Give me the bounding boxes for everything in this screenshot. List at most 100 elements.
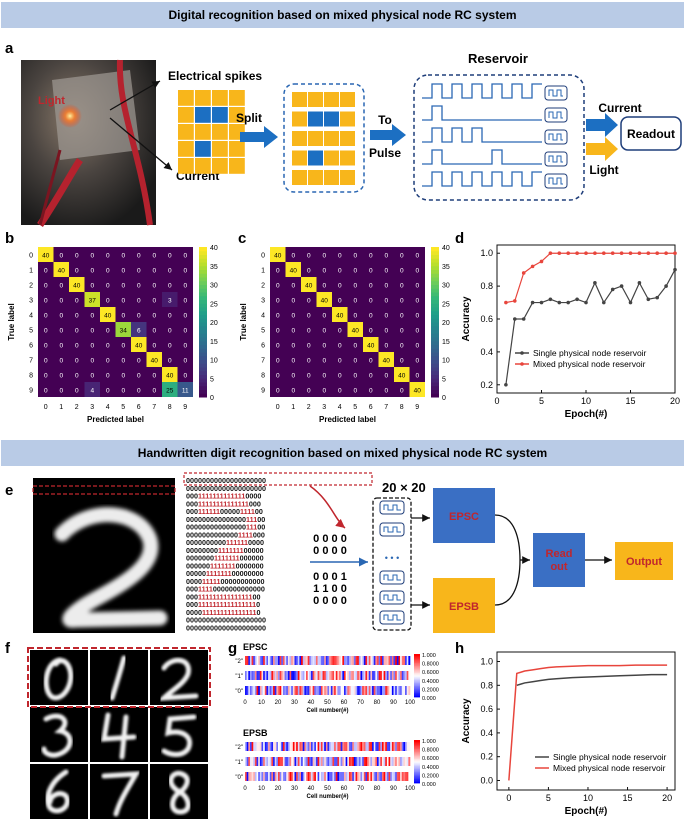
- matrix-digit: 0: [260, 561, 264, 570]
- heatmap-cell: [292, 772, 295, 781]
- cm-value: 0: [307, 388, 311, 395]
- cm-cell: [301, 307, 317, 322]
- heatmap-cell: [390, 671, 393, 680]
- row-label: "2": [235, 659, 243, 665]
- cm-cell: [84, 292, 100, 307]
- heatmap-cell: [278, 656, 280, 665]
- heatmap-cell: [320, 772, 323, 781]
- cm-cell: [146, 382, 162, 397]
- matrix-digit: 0: [260, 538, 264, 547]
- panel-f-digit-grid: [27, 647, 211, 819]
- matrix-digit: 0: [186, 623, 190, 632]
- cm-cell: [363, 247, 379, 262]
- colorbar-segment: [199, 295, 207, 300]
- heatmap-cell: [395, 686, 398, 695]
- matrix-digit: 0: [258, 623, 262, 632]
- matrix-digit: 1: [227, 492, 231, 501]
- heatmap-cell: [400, 686, 403, 695]
- colorbar-segment: [199, 359, 207, 364]
- colorbar-segment: [414, 661, 420, 663]
- node-icon-glyph: [548, 89, 563, 97]
- colorbar-segment: [199, 355, 207, 360]
- y-axis-label: True label: [7, 303, 16, 340]
- heatmap-cell: [386, 757, 389, 766]
- cm-value: 0: [338, 298, 342, 305]
- heatmap-cell: [258, 772, 261, 781]
- matrix-digit: 1: [214, 561, 218, 570]
- heatmap-cell: [263, 742, 266, 751]
- heatmap-cell: [273, 686, 275, 695]
- colorbar-segment: [199, 382, 207, 387]
- matrix-digit: 1: [230, 600, 234, 609]
- heatmap-cell: [353, 671, 356, 680]
- matrix-digit: 0: [253, 499, 257, 508]
- heatmap-cell: [401, 742, 404, 751]
- heatmap-cell: [365, 671, 368, 680]
- matrix-digit: 0: [198, 561, 202, 570]
- matrix-digit: 0: [257, 530, 261, 539]
- y-tick-label: 0: [261, 253, 265, 260]
- cm-value: 0: [121, 253, 125, 260]
- cm-cell: [394, 367, 410, 382]
- heatmap-cell: [381, 686, 384, 695]
- cm-value: 0: [353, 343, 357, 350]
- matrix-digit: 0: [250, 484, 254, 493]
- cm-cell: [53, 352, 69, 367]
- matrix-digit: 0: [257, 492, 261, 501]
- colorbar-segment: [414, 744, 420, 747]
- heatmap-cell: [330, 686, 333, 695]
- matrix-digit: 0: [214, 515, 218, 524]
- panel-a-diagram: Light Electrical spikes Current Split To…: [21, 51, 682, 227]
- matrix-digit: 0: [206, 546, 210, 555]
- heatmap-cell: [315, 757, 318, 766]
- data-point: [557, 300, 562, 305]
- heatmap-cell: [273, 772, 275, 781]
- cm-cell: [332, 382, 348, 397]
- cm-value: 0: [369, 373, 373, 380]
- cm-value: 0: [152, 253, 156, 260]
- data-point: [655, 251, 659, 256]
- matrix-digit: 0: [262, 484, 266, 493]
- x-tick-label: 20: [275, 700, 282, 706]
- matrix-digit: 0: [214, 530, 218, 539]
- heatmap-cell: [345, 757, 348, 766]
- cm-value: 0: [59, 358, 63, 365]
- heatmap-cell: [307, 742, 310, 751]
- row-label: "1": [235, 674, 243, 680]
- heatmap-cell: [254, 656, 257, 665]
- pulse-train: [422, 149, 542, 165]
- heatmap-cell: [286, 656, 289, 665]
- colorbar-tick: 25: [210, 301, 218, 308]
- cm-cell: [100, 247, 116, 262]
- colorbar-segment: [431, 367, 439, 372]
- colorbar-segment: [414, 694, 420, 696]
- data-point: [539, 300, 544, 305]
- heatmap-cell: [350, 656, 353, 665]
- cm-cell: [131, 262, 147, 277]
- cm-value: 0: [353, 283, 357, 290]
- y-tick-label: 0.6: [480, 704, 493, 714]
- heatmap-cell: [246, 772, 249, 781]
- cm-value: 0: [137, 313, 141, 320]
- matrix-digit: 0: [222, 616, 226, 625]
- matrix-digit: 0: [210, 484, 214, 493]
- cm-cell: [347, 262, 363, 277]
- heatmap-cell: [398, 742, 401, 751]
- heatmap-cell: [365, 656, 368, 665]
- cm-cell: [69, 277, 85, 292]
- heatmap-cell: [312, 686, 315, 695]
- colorbar-segment: [414, 745, 420, 748]
- matrix-digit: 1: [229, 546, 233, 555]
- cm-value: 0: [106, 328, 110, 335]
- heatmap-cell: [352, 686, 355, 695]
- matrix-digit: 0: [238, 515, 242, 524]
- y-tick-label: 4: [29, 313, 33, 320]
- x-tick-label: 60: [341, 700, 348, 706]
- matrix-digit: 1: [240, 546, 244, 555]
- matrix-digit: 1: [227, 499, 231, 508]
- matrix-digit: 0: [214, 546, 218, 555]
- cm-cell: [347, 292, 363, 307]
- heatmap-cell: [312, 757, 315, 766]
- cm-cell: [285, 322, 301, 337]
- matrix-digit: 0: [257, 515, 261, 524]
